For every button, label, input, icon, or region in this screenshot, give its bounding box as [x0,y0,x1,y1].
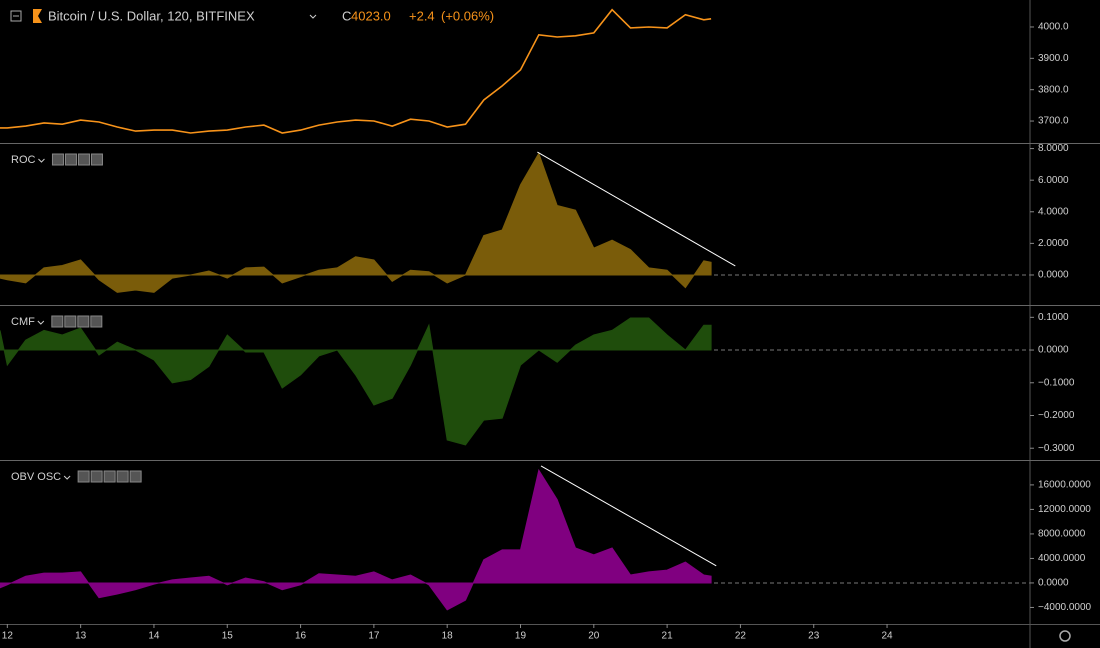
price-scale [1030,0,1100,648]
x-tick-label: 12 [2,631,14,642]
x-tick-label: 14 [148,631,160,642]
pane-label: CMF [11,316,35,328]
y-tick-label: −0.2000 [1038,410,1075,421]
y-tick-label: 4.0000 [1038,206,1069,217]
dropdown-arrow[interactable] [38,158,45,163]
pane-label: OBV OSC [11,471,61,483]
x-tick-label: 23 [808,631,820,642]
x-tick-label: 20 [588,631,600,642]
indicator-area [0,152,712,293]
y-tick-label: 0.0000 [1038,270,1069,281]
y-tick-label: 16000.0000 [1038,480,1091,491]
y-tick-label: 2.0000 [1038,238,1069,249]
y-tick-label: 0.0000 [1038,345,1069,356]
pane-button[interactable] [90,470,103,483]
symbol-icon [33,9,42,23]
pane-button[interactable] [103,470,116,483]
pane-button[interactable] [90,315,103,328]
gear [1059,630,1071,642]
y-tick-label: 0.1000 [1038,312,1069,323]
change-value: +2.4 [409,8,435,23]
pane-label: ROC [11,154,36,166]
pane-button[interactable] [129,470,142,483]
pane-button[interactable] [64,315,77,328]
y-tick-label: 0.0000 [1038,578,1069,589]
y-tick-label: 4000.0000 [1038,553,1086,564]
pane-button[interactable] [77,470,90,483]
x-tick-label: 13 [75,631,87,642]
y-tick-label: −4000.0000 [1038,602,1092,613]
chart-title: Bitcoin / U.S. Dollar, 120, BITFINEX [48,8,255,23]
x-tick-label: 19 [515,631,527,642]
x-tick-label: 22 [735,631,747,642]
pane-button[interactable] [77,153,90,166]
pane-button[interactable] [51,153,64,166]
y-tick-label: 3700.0 [1038,116,1069,127]
x-tick-label: 24 [881,631,893,642]
y-tick-label: 3800.0 [1038,84,1069,95]
y-tick-label: 4000.0 [1038,22,1069,33]
x-tick-label: 21 [662,631,674,642]
pane-button[interactable] [116,470,129,483]
y-tick-label: −0.1000 [1038,377,1075,388]
y-tick-label: 8000.0000 [1038,529,1086,540]
indicator-area [0,468,712,611]
x-tick-label: 16 [295,631,307,642]
x-tick-label: 18 [442,631,454,642]
change-percent: (+0.06%) [441,8,494,23]
y-tick-label: 12000.0000 [1038,504,1091,515]
pane-button[interactable] [77,315,90,328]
settings-icon[interactable] [1059,630,1071,642]
x-tick-label: 15 [222,631,234,642]
pane-button[interactable] [51,315,64,328]
dropdown-arrow[interactable] [37,320,45,325]
price-line [0,8,712,134]
y-tick-label: 6.0000 [1038,175,1069,186]
x-tick-label: 17 [368,631,380,642]
y-tick-label: −0.3000 [1038,443,1075,454]
close-value: 4023.0 [351,8,391,23]
dropdown-arrow[interactable] [63,475,71,480]
collapse-button[interactable] [10,10,22,22]
trendline [540,465,717,567]
trendline [537,151,736,267]
y-tick-label: 3900.0 [1038,53,1069,64]
y-tick-label: 8.0000 [1038,143,1069,154]
close-prefix: C [342,8,351,23]
dropdown-arrow[interactable] [309,14,317,19]
pane-button[interactable] [90,153,103,166]
indicator-area [0,317,712,446]
pane-button[interactable] [64,153,77,166]
